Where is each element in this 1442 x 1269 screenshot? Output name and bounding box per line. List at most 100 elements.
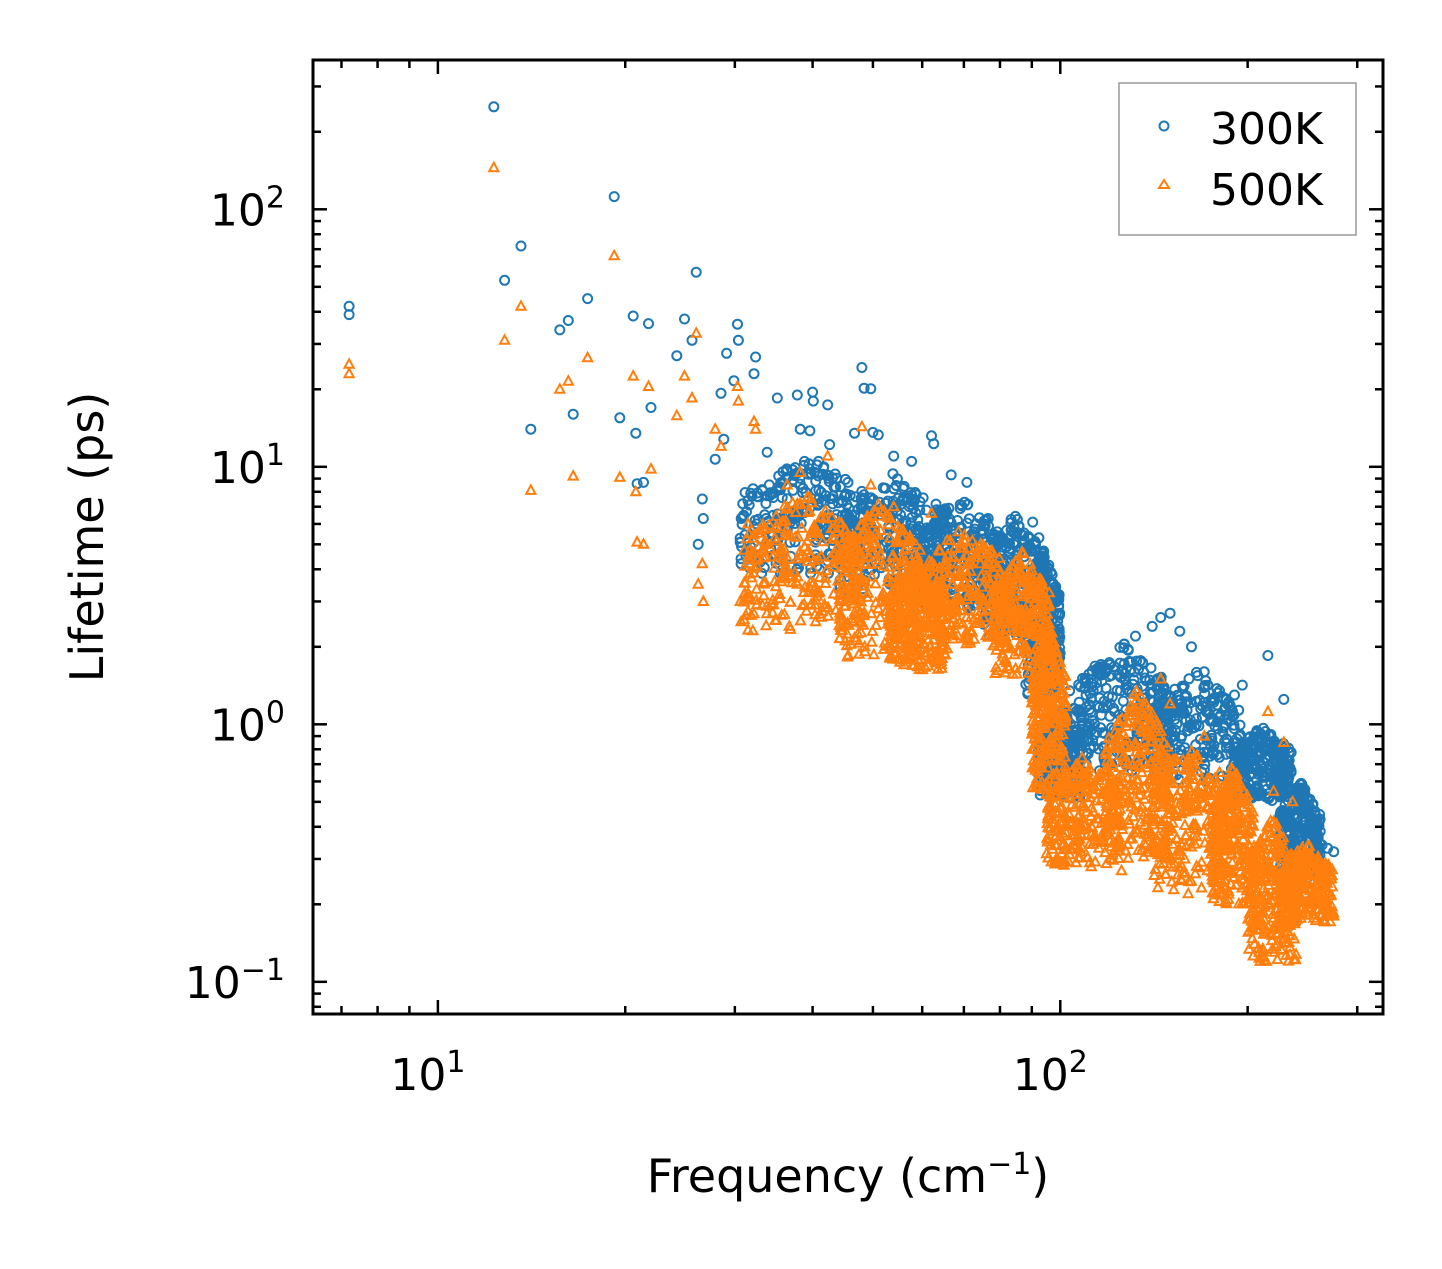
point-300k-cluster: [1260, 791, 1272, 803]
point-500k-cluster: [966, 588, 979, 601]
point-300k-cluster: [903, 501, 915, 512]
point-500k-cluster: [756, 544, 770, 557]
point-500k-cluster: [1021, 658, 1034, 671]
point-500k-cluster: [847, 596, 860, 609]
point-300k-cluster: [1074, 730, 1086, 742]
point-300k-cluster: [917, 525, 929, 537]
point-500k-cluster: [1005, 588, 1019, 600]
point-500k-cluster: [974, 545, 988, 558]
point-500k-cluster: [788, 565, 802, 577]
point-500k-cluster: [951, 556, 964, 569]
point-500k-cluster: [1004, 609, 1017, 622]
point-300k: [858, 382, 870, 394]
point-500k-cluster: [746, 623, 760, 636]
point-500k-cluster: [1195, 880, 1208, 893]
point-300k-cluster: [877, 482, 889, 494]
point-300k-cluster: [891, 473, 903, 485]
point-300k: [1027, 516, 1039, 528]
point-500k-cluster: [1058, 842, 1071, 855]
point-500k-cluster: [835, 516, 848, 528]
point-300k-cluster: [1272, 770, 1284, 782]
point-300k-cluster: [1152, 699, 1164, 710]
point-500k-cluster: [844, 637, 857, 649]
point-500k-cluster: [793, 496, 807, 508]
point-500k-cluster: [1081, 764, 1094, 776]
point-500k-cluster: [1000, 635, 1013, 648]
point-300k: [1155, 612, 1167, 623]
point-300k: [696, 493, 708, 505]
point-300k: [718, 433, 730, 445]
point-500k-cluster: [1042, 751, 1056, 764]
point-300k-cluster: [1245, 742, 1257, 753]
point-300k-cluster: [1176, 680, 1188, 692]
point-500k-cluster: [881, 510, 895, 522]
point-500k-cluster: [1070, 834, 1083, 846]
point-500k-cluster: [826, 555, 840, 568]
point-300k-cluster: [941, 506, 953, 518]
point-300k: [732, 318, 743, 330]
point-500k-cluster: [1071, 757, 1084, 769]
point-500k-cluster: [917, 636, 930, 648]
point-500k-cluster: [1106, 853, 1120, 865]
point-500k-cluster: [1042, 585, 1056, 598]
point-500k-cluster: [1069, 818, 1083, 831]
point-500k-cluster: [990, 559, 1004, 572]
point-500k-cluster: [938, 600, 952, 613]
point-500k-cluster: [1088, 854, 1102, 867]
point-300k-cluster: [902, 494, 914, 506]
point-300k: [1278, 693, 1290, 705]
point-300k-cluster: [1266, 761, 1278, 773]
point-500k-cluster: [1038, 610, 1052, 622]
point-500k-cluster: [1031, 629, 1045, 641]
point-500k-cluster: [766, 593, 780, 605]
point-300k: [842, 476, 854, 488]
point-300k-cluster: [1293, 783, 1305, 795]
point-500k-cluster: [797, 597, 811, 609]
point-300k-cluster: [1085, 692, 1097, 704]
point-300k-cluster: [1052, 615, 1064, 627]
point-500k-cluster: [913, 662, 926, 674]
point-300k-cluster: [1219, 702, 1231, 714]
point-300k-cluster: [1100, 682, 1112, 694]
point-500k-cluster: [1014, 635, 1028, 647]
point-500k-cluster: [775, 574, 788, 587]
point-500k-cluster: [1039, 777, 1052, 789]
point-500k-cluster: [956, 616, 969, 629]
point-500k-cluster: [958, 576, 971, 588]
point-500k-cluster: [1030, 698, 1043, 711]
point-300k-cluster: [1135, 655, 1147, 667]
point-500k-cluster: [818, 511, 832, 524]
point-300k: [807, 386, 819, 398]
point-500k-cluster: [833, 605, 847, 618]
point-300k: [1255, 737, 1267, 748]
point-500k-cluster: [932, 543, 946, 555]
point-500k-cluster: [1057, 809, 1071, 821]
point-500k-cluster: [1065, 764, 1078, 777]
point-300k: [499, 274, 511, 286]
point-500k-cluster: [921, 606, 934, 619]
point-500k-cluster: [840, 638, 854, 651]
point-500k-cluster: [902, 566, 915, 579]
point-300k-cluster: [1103, 671, 1115, 682]
point-500k-cluster: [1075, 840, 1089, 852]
point-300k: [1174, 625, 1186, 637]
point-500k-cluster: [805, 524, 819, 537]
point-500k-cluster: [970, 604, 984, 617]
point-500k-cluster: [1028, 690, 1041, 703]
point-300k: [807, 395, 819, 407]
point-300k-cluster: [798, 459, 810, 471]
point-500k-cluster: [881, 574, 895, 586]
point-500k-cluster: [869, 526, 882, 538]
point-300k-cluster: [764, 489, 776, 501]
point-500k-cluster: [785, 575, 799, 588]
point-300k-cluster: [1092, 700, 1103, 712]
point-500k-cluster: [1015, 545, 1029, 557]
point-500k-cluster: [759, 550, 773, 562]
point-500k-cluster: [1078, 819, 1092, 831]
point-500k-cluster: [1012, 624, 1026, 637]
point-300k: [1146, 620, 1158, 632]
point-300k: [1198, 666, 1210, 678]
point-300k: [488, 101, 500, 113]
